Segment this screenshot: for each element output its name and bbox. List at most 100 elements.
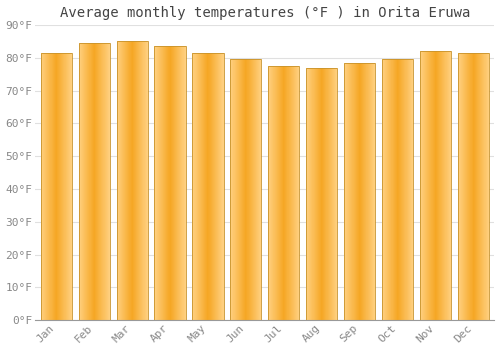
Bar bbox=[306, 68, 307, 320]
Bar bbox=[347, 63, 348, 320]
Bar bbox=[274, 66, 275, 320]
Bar bbox=[276, 66, 277, 320]
Bar bbox=[383, 60, 384, 320]
Bar bbox=[118, 41, 119, 320]
Bar bbox=[488, 53, 489, 320]
Bar bbox=[464, 53, 465, 320]
Bar bbox=[459, 53, 460, 320]
Bar bbox=[384, 60, 385, 320]
Bar bbox=[43, 53, 44, 320]
Bar bbox=[140, 41, 141, 320]
Bar bbox=[138, 41, 139, 320]
Bar bbox=[78, 43, 110, 320]
Bar bbox=[308, 68, 309, 320]
Bar bbox=[475, 53, 476, 320]
Bar bbox=[394, 60, 395, 320]
Bar bbox=[71, 53, 72, 320]
Bar bbox=[167, 46, 168, 320]
Bar bbox=[257, 60, 258, 320]
Bar bbox=[176, 46, 177, 320]
Bar bbox=[233, 60, 234, 320]
Bar bbox=[288, 66, 289, 320]
Bar bbox=[421, 51, 422, 320]
Bar bbox=[388, 60, 389, 320]
Bar bbox=[135, 41, 136, 320]
Bar bbox=[297, 66, 298, 320]
Bar bbox=[160, 46, 161, 320]
Bar bbox=[346, 63, 347, 320]
Bar bbox=[371, 63, 372, 320]
Bar bbox=[234, 60, 235, 320]
Bar bbox=[408, 60, 409, 320]
Bar bbox=[406, 60, 407, 320]
Bar bbox=[357, 63, 358, 320]
Bar bbox=[287, 66, 288, 320]
Bar bbox=[367, 63, 368, 320]
Bar bbox=[318, 68, 319, 320]
Bar bbox=[104, 43, 105, 320]
Bar bbox=[126, 41, 127, 320]
Bar bbox=[386, 60, 387, 320]
Bar bbox=[155, 46, 156, 320]
Bar bbox=[94, 43, 95, 320]
Bar bbox=[102, 43, 103, 320]
Bar bbox=[86, 43, 87, 320]
Bar bbox=[476, 53, 477, 320]
Bar bbox=[134, 41, 135, 320]
Bar bbox=[312, 68, 313, 320]
Bar bbox=[272, 66, 273, 320]
Bar bbox=[299, 66, 300, 320]
Bar bbox=[163, 46, 164, 320]
Bar bbox=[336, 68, 337, 320]
Bar bbox=[84, 43, 85, 320]
Bar bbox=[295, 66, 296, 320]
Bar bbox=[192, 53, 224, 320]
Bar bbox=[154, 46, 186, 320]
Bar bbox=[382, 60, 413, 320]
Bar bbox=[65, 53, 66, 320]
Bar bbox=[463, 53, 464, 320]
Bar bbox=[289, 66, 290, 320]
Bar bbox=[218, 53, 219, 320]
Bar bbox=[45, 53, 46, 320]
Bar bbox=[40, 53, 41, 320]
Bar bbox=[428, 51, 429, 320]
Bar bbox=[232, 60, 233, 320]
Bar bbox=[161, 46, 162, 320]
Bar bbox=[323, 68, 324, 320]
Bar bbox=[390, 60, 391, 320]
Bar bbox=[259, 60, 260, 320]
Bar bbox=[328, 68, 329, 320]
Bar bbox=[484, 53, 485, 320]
Bar bbox=[397, 60, 398, 320]
Bar bbox=[248, 60, 249, 320]
Bar bbox=[48, 53, 49, 320]
Bar bbox=[82, 43, 84, 320]
Bar bbox=[389, 60, 390, 320]
Bar bbox=[198, 53, 199, 320]
Bar bbox=[359, 63, 360, 320]
Bar bbox=[124, 41, 125, 320]
Bar bbox=[360, 63, 361, 320]
Bar bbox=[330, 68, 331, 320]
Bar bbox=[309, 68, 310, 320]
Bar bbox=[325, 68, 326, 320]
Bar bbox=[429, 51, 430, 320]
Bar bbox=[69, 53, 70, 320]
Bar bbox=[256, 60, 257, 320]
Bar bbox=[162, 46, 163, 320]
Bar bbox=[315, 68, 316, 320]
Bar bbox=[192, 53, 193, 320]
Bar bbox=[41, 53, 42, 320]
Bar bbox=[319, 68, 320, 320]
Bar bbox=[333, 68, 334, 320]
Bar bbox=[215, 53, 216, 320]
Bar bbox=[70, 53, 71, 320]
Bar bbox=[400, 60, 401, 320]
Bar bbox=[121, 41, 122, 320]
Bar bbox=[462, 53, 463, 320]
Bar bbox=[62, 53, 63, 320]
Bar bbox=[132, 41, 133, 320]
Bar bbox=[201, 53, 202, 320]
Bar bbox=[424, 51, 426, 320]
